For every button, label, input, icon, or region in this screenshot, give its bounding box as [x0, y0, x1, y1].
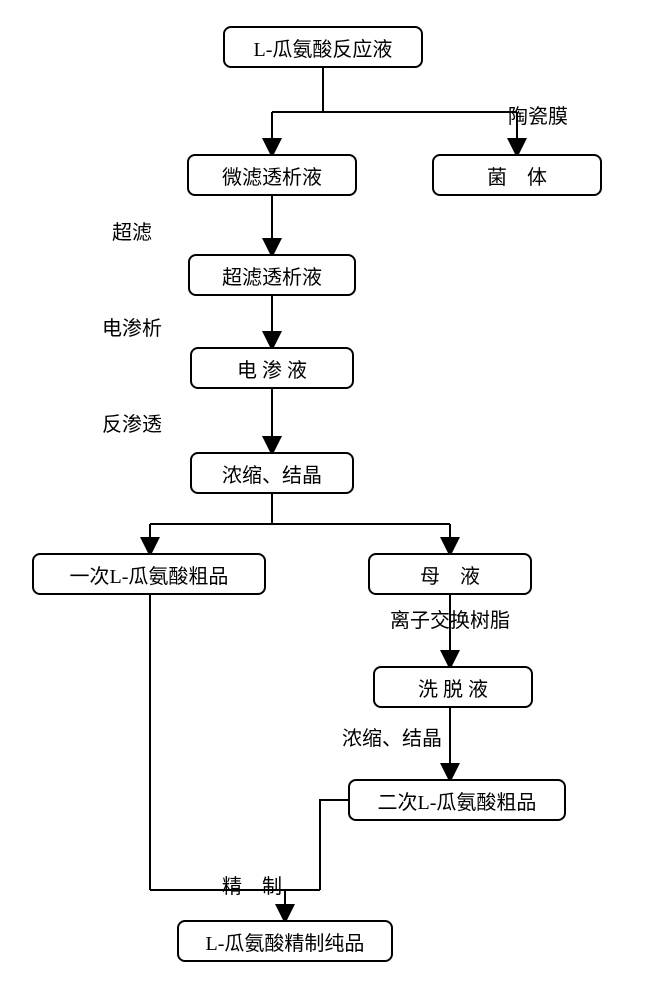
node-label: 菌 体 [487, 161, 547, 190]
edge-label-electrodia: 电渗析 [102, 312, 162, 341]
label-text: 电渗析 [102, 318, 162, 340]
label-text: 精 制 [222, 876, 282, 898]
edge-label-revosmosis: 反渗透 [102, 408, 162, 437]
node-reaction-liquid: L-瓜氨酸反应液 [223, 26, 423, 68]
node-microfilter-dialy: 微滤透析液 [187, 154, 357, 196]
node-electrodialysis: 电 渗 液 [190, 347, 354, 389]
edge-label-refine: 精 制 [222, 870, 282, 899]
label-text: 反渗透 [102, 414, 162, 436]
node-label: 二次L-瓜氨酸粗品 [378, 786, 537, 815]
node-label: 电 渗 液 [237, 354, 307, 383]
edge-label-ultrafilt: 超滤 [112, 216, 152, 245]
node-eluent: 洗 脱 液 [373, 666, 533, 708]
label-text: 离子交换树脂 [390, 610, 510, 632]
label-text: 超滤 [112, 222, 152, 244]
flow-edges [0, 0, 649, 1000]
node-label: L-瓜氨酸反应液 [254, 33, 393, 62]
node-label: 浓缩、结晶 [222, 459, 322, 488]
node-second-crude: 二次L-瓜氨酸粗品 [348, 779, 566, 821]
label-text: 陶瓷膜 [508, 106, 568, 128]
node-label: 洗 脱 液 [418, 673, 488, 702]
node-label: 微滤透析液 [222, 161, 322, 190]
node-label: 一次L-瓜氨酸粗品 [70, 560, 229, 589]
node-label: 母 液 [420, 560, 480, 589]
edge-label-ionexch: 离子交换树脂 [390, 604, 510, 633]
edge-label-ceramic: 陶瓷膜 [508, 100, 568, 129]
node-ultrafilter-dialy: 超滤透析液 [188, 254, 356, 296]
node-concentrate-cryst: 浓缩、结晶 [190, 452, 354, 494]
node-first-crude: 一次L-瓜氨酸粗品 [32, 553, 266, 595]
node-refined-pure: L-瓜氨酸精制纯品 [177, 920, 393, 962]
node-bacteria: 菌 体 [432, 154, 602, 196]
label-text: 浓缩、结晶 [342, 728, 442, 750]
node-label: 超滤透析液 [222, 261, 322, 290]
node-label: L-瓜氨酸精制纯品 [206, 927, 365, 956]
edge-label-conc-cryst: 浓缩、结晶 [342, 722, 442, 751]
node-mother-liquor: 母 液 [368, 553, 532, 595]
